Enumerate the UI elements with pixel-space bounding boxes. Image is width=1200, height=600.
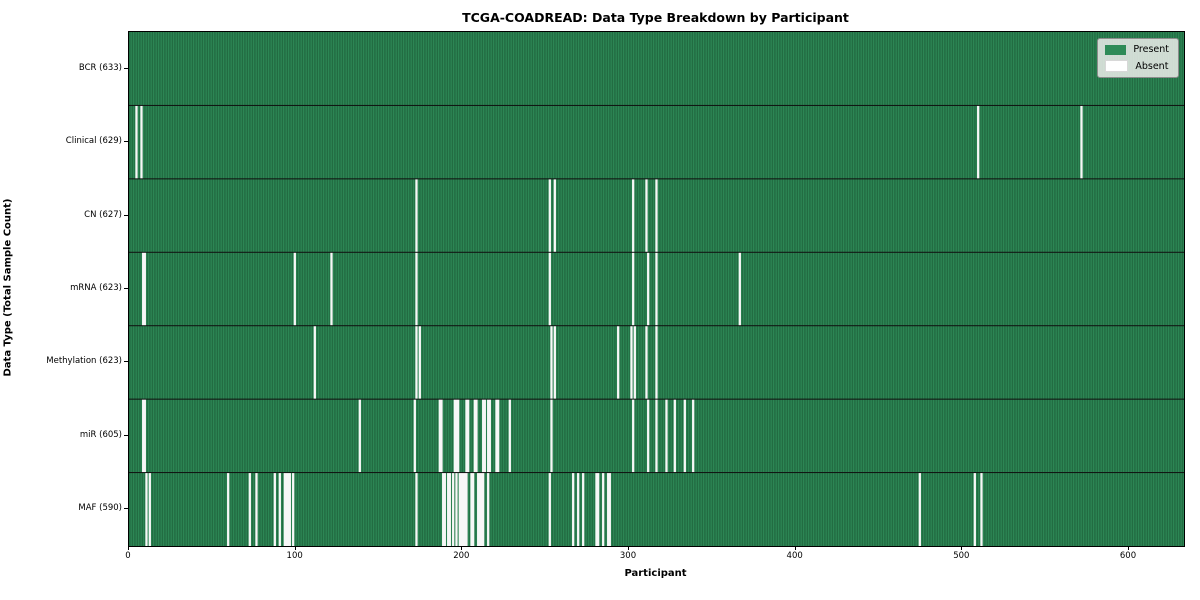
- x-tick-label-500: 500: [953, 551, 970, 561]
- y-tick-mark: [124, 434, 128, 436]
- row-label-methylation: Methylation (623): [46, 356, 122, 367]
- row-label-bcr: BCR (633): [78, 62, 122, 73]
- legend-label: Absent: [1135, 60, 1169, 72]
- legend-swatch-absent: [1105, 60, 1129, 72]
- row-label-mir: miR (605): [79, 429, 122, 440]
- legend-entry-present: Present: [1105, 44, 1169, 55]
- y-tick-mark: [124, 508, 128, 510]
- legend: Present Absent: [1097, 38, 1179, 78]
- x-tick-mark: [1128, 546, 1129, 550]
- chart-title: TCGA-COADREAD: Data Type Breakdown by Pa…: [462, 10, 849, 25]
- x-tick-label-400: 400: [786, 551, 803, 561]
- y-tick-mark: [124, 361, 128, 363]
- y-tick-mark: [124, 67, 128, 69]
- x-tick-mark: [128, 546, 129, 550]
- y-tick-mark: [124, 141, 128, 143]
- x-tick-label-0: 0: [125, 551, 131, 561]
- x-tick-label-300: 300: [619, 551, 637, 561]
- x-tick-label-600: 600: [1119, 551, 1137, 561]
- x-axis-label: Participant: [624, 568, 687, 579]
- x-tick-label-100: 100: [286, 551, 303, 561]
- x-tick-mark: [794, 546, 796, 550]
- x-tick-mark: [294, 546, 296, 550]
- presence-heatmap: [129, 32, 1184, 546]
- x-tick-label-200: 200: [453, 551, 470, 561]
- legend-swatch-present: [1105, 44, 1127, 55]
- row-label-cn: CN (627): [84, 209, 122, 220]
- x-tick-mark: [461, 546, 463, 550]
- x-tick-mark: [628, 546, 629, 550]
- row-label-maf: MAF (590): [78, 503, 122, 514]
- plot-area: Present Absent: [128, 31, 1185, 547]
- legend-label: Present: [1133, 44, 1169, 55]
- row-label-mrna: mRNA (623): [70, 283, 122, 293]
- y-tick-mark: [124, 288, 128, 289]
- legend-entry-absent: Absent: [1105, 60, 1169, 72]
- y-tick-mark: [124, 214, 128, 216]
- row-label-clinical: Clinical (629): [65, 136, 122, 147]
- x-tick-mark: [961, 546, 963, 550]
